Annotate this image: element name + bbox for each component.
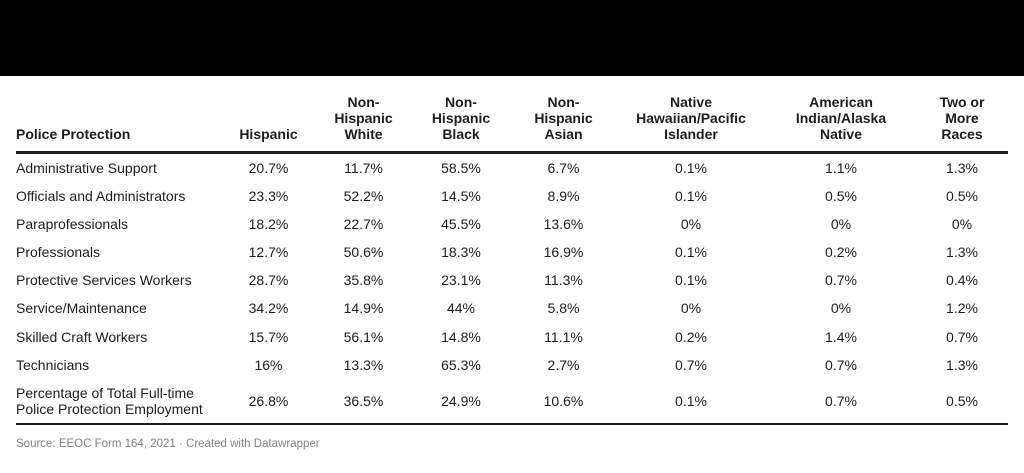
- value-cell: 16%: [254, 356, 283, 373]
- row-label: Administrative Support: [16, 160, 157, 176]
- value-cell: 65.3%: [441, 356, 481, 373]
- value-cell: 1.3%: [946, 356, 978, 373]
- value-cell: 14.5%: [441, 188, 481, 205]
- table-row: Professionals 12.7% 50.6% 18.3% 16.9% 0.1% 0.2…: [16, 238, 1008, 266]
- table-bottom-rule: [16, 422, 1008, 425]
- value-cell: 52.2%: [343, 188, 384, 205]
- value-cell: 28.7%: [248, 272, 289, 289]
- value-cell: 0.1%: [675, 160, 707, 176]
- value-cell: 0.7%: [825, 272, 857, 289]
- value-cell: 0.1%: [675, 272, 707, 289]
- value-cell: 10.6%: [543, 392, 584, 409]
- value-cell: 0%: [830, 300, 852, 317]
- value-cell: 0%: [830, 216, 852, 233]
- table-row: Officials and Administrators 23.3% 52.2% 14…: [16, 182, 1008, 210]
- column-header: Non-Hispanic White: [316, 76, 411, 154]
- value-cell: 1.3%: [946, 244, 978, 261]
- table-row: Percentage of Total Full-time Police Pro…: [16, 379, 1008, 423]
- row-label: Protective Services Workers: [16, 272, 192, 289]
- value-cell: 0.4%: [946, 272, 978, 289]
- value-cell: 18.3%: [441, 244, 481, 261]
- source-line: Source: EEOC Form 164, 2021 · Created wi…: [16, 425, 1008, 450]
- value-cell: 11.3%: [544, 272, 583, 289]
- value-cell: 18.2%: [248, 216, 289, 233]
- value-cell: 26.8%: [248, 392, 289, 409]
- value-cell: 34.2%: [248, 300, 289, 317]
- value-cell: 0.7%: [946, 328, 978, 345]
- value-cell: 0%: [680, 216, 702, 233]
- table-content: Police Protection Hispanic Non-Hispanic Wh…: [0, 76, 1024, 450]
- value-cell: 0.1%: [675, 188, 707, 205]
- value-cell: 22.7%: [343, 216, 384, 233]
- redacted-title-bar: [0, 0, 1024, 76]
- value-cell: 0%: [951, 216, 973, 233]
- table-row: Service/Maintenance 34.2% 14.9% 44% 5.8% 0% 0%…: [16, 294, 1008, 322]
- value-cell: 24.9%: [441, 392, 481, 409]
- value-cell: 11.7%: [344, 160, 383, 176]
- value-cell: 50.6%: [343, 244, 384, 261]
- row-label: Paraprofessionals: [16, 216, 129, 233]
- column-header: Non-Hispanic Black: [411, 76, 511, 154]
- row-label: Percentage of Total Full-time Police Pro…: [16, 384, 203, 417]
- table-row: Protective Services Workers 28.7% 35.8% 23.…: [16, 266, 1008, 294]
- value-cell: 0.1%: [675, 392, 707, 409]
- column-header: Two or More Races: [916, 76, 1008, 154]
- police-protection-table: Police Protection Hispanic Non-Hispanic Wh…: [16, 76, 1008, 423]
- value-cell: 0.2%: [675, 328, 707, 345]
- value-cell: 44%: [446, 300, 476, 317]
- row-label: Skilled Craft Workers: [16, 328, 148, 345]
- value-cell: 1.1%: [825, 160, 857, 176]
- value-cell: 5.8%: [547, 300, 580, 317]
- value-cell: 1.3%: [946, 160, 978, 176]
- value-cell: 13.6%: [543, 216, 584, 233]
- value-cell: 16.9%: [543, 244, 584, 261]
- value-cell: 20.7%: [248, 160, 289, 176]
- datawrapper-table-export: Police Protection Hispanic Non-Hispanic Wh…: [0, 0, 1024, 450]
- value-cell: 2.7%: [547, 356, 580, 373]
- value-cell: 56.1%: [343, 328, 384, 345]
- row-label: Technicians: [16, 356, 90, 373]
- table-row: Skilled Craft Workers 15.7% 56.1% 14.8% 11.1…: [16, 323, 1008, 351]
- value-cell: 0.2%: [825, 244, 857, 261]
- table-row: Paraprofessionals 18.2% 22.7% 45.5% 13.6% 0% 0…: [16, 210, 1008, 238]
- row-label: Service/Maintenance: [16, 300, 147, 317]
- value-cell: 35.8%: [343, 272, 384, 289]
- value-cell: 1.2%: [946, 300, 978, 317]
- column-header: Native Hawaiian/Pacific Islander: [616, 76, 766, 154]
- column-header: Hispanic: [221, 76, 316, 154]
- value-cell: 0.7%: [825, 392, 857, 409]
- value-cell: 23.1%: [441, 272, 481, 289]
- value-cell: 23.3%: [248, 188, 289, 205]
- value-cell: 0.5%: [946, 188, 978, 205]
- value-cell: 0.7%: [675, 356, 707, 373]
- value-cell: 14.9%: [343, 300, 384, 317]
- column-header: American Indian/Alaska Native: [766, 76, 916, 154]
- table-row: Technicians 16% 13.3% 65.3% 2.7% 0.7% 0.7% 1.3%: [16, 351, 1008, 379]
- value-cell: 58.5%: [441, 160, 481, 176]
- row-label: Officials and Administrators: [16, 188, 186, 205]
- value-cell: 6.7%: [547, 160, 580, 176]
- value-cell: 45.5%: [441, 216, 481, 233]
- value-cell: 13.3%: [343, 356, 384, 373]
- column-header: Non-Hispanic Asian: [511, 76, 616, 154]
- table-header-row: Police Protection Hispanic Non-Hispanic Wh…: [16, 76, 1008, 154]
- row-label: Professionals: [16, 244, 101, 261]
- table-row: Administrative Support 20.7% 11.7% 58.5% 6.7…: [16, 153, 1008, 183]
- value-cell: 14.8%: [441, 328, 481, 345]
- value-cell: 0.1%: [675, 244, 707, 261]
- value-cell: 11.1%: [544, 328, 583, 345]
- value-cell: 0%: [680, 300, 702, 317]
- value-cell: 0.5%: [946, 392, 978, 409]
- value-cell: 15.7%: [248, 328, 289, 345]
- column-header-row-label: Police Protection: [16, 76, 221, 154]
- value-cell: 8.9%: [547, 188, 580, 205]
- value-cell: 0.7%: [825, 356, 857, 373]
- value-cell: 1.4%: [825, 328, 857, 345]
- value-cell: 12.7%: [248, 244, 289, 261]
- value-cell: 36.5%: [343, 392, 384, 409]
- value-cell: 0.5%: [825, 188, 857, 205]
- footer-text: Source: EEOC Form 164, 2021 · Created wi…: [16, 437, 320, 450]
